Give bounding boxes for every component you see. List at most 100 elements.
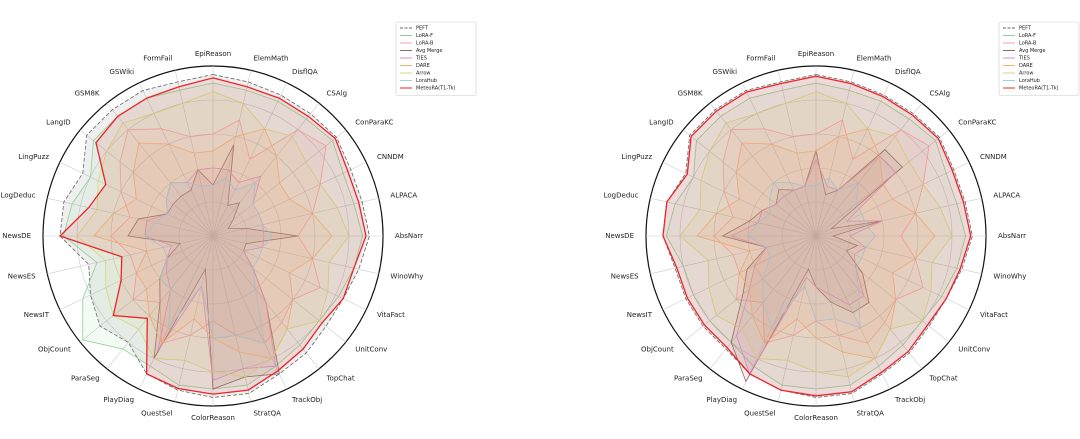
category-label: CNNDM	[377, 153, 404, 161]
category-label: CSAlg	[929, 90, 950, 98]
spoke	[138, 235, 214, 390]
series-area	[59, 74, 370, 398]
category-label: ParaSeg	[71, 374, 100, 382]
category-label: EpiReason	[798, 50, 834, 58]
category-label: ObjCount	[38, 345, 71, 353]
category-label: UnitConv	[355, 345, 387, 353]
series-area	[110, 119, 327, 344]
category-label: TrackObj	[291, 396, 322, 404]
spoke	[79, 129, 214, 237]
legend-label: MeteoRA(T1-Tk)	[1019, 86, 1059, 92]
category-label: FormFail	[746, 55, 775, 63]
category-label: TopChat	[325, 374, 354, 382]
legend-label: Avg Merge	[416, 48, 442, 54]
spoke	[815, 197, 982, 237]
category-label: CNNDM	[980, 153, 1007, 161]
legend-label: DARE	[416, 63, 430, 69]
spoke	[709, 102, 817, 237]
spoke	[106, 102, 214, 237]
category-label: StratQA	[856, 409, 884, 417]
radar-chart: EpiReason ElemMath DisflQA CSAlg ConParaKC CN…	[604, 50, 1027, 422]
category-label: QuestSel	[744, 409, 775, 417]
spoke	[212, 235, 288, 390]
category-label: ParaSeg	[674, 374, 703, 382]
category-label: ElemMath	[856, 55, 891, 63]
series-area	[127, 144, 299, 390]
category-label: NewsIT	[627, 311, 653, 319]
series-area	[662, 74, 973, 398]
spoke	[212, 235, 379, 275]
category-label: NewsES	[8, 272, 36, 280]
series-area	[729, 155, 897, 375]
spoke	[682, 129, 817, 237]
spoke	[815, 235, 950, 343]
spoke	[212, 70, 252, 237]
category-label: ColorReason	[191, 414, 235, 422]
category-label: NewsDE	[2, 232, 31, 240]
series-area	[144, 177, 274, 344]
category-label: GSM8K	[678, 90, 703, 98]
legend-box	[395, 21, 477, 96]
legend-label: LoRA-F	[416, 33, 433, 39]
legend-label: LoRA-B	[1019, 41, 1037, 47]
category-label: ObjCount	[641, 345, 674, 353]
category-label: TopChat	[928, 374, 957, 382]
category-label: ConParaKC	[958, 119, 996, 127]
legend-label: PEFT	[416, 26, 429, 32]
category-label: ALPACA	[390, 192, 417, 200]
category-label: FormFail	[143, 55, 172, 63]
series-area	[679, 91, 953, 378]
category-label: DisflQA	[895, 68, 921, 76]
category-label: LingPuzz	[18, 153, 49, 161]
legend-label: Arrow	[1019, 71, 1033, 77]
category-label: DisflQA	[292, 68, 318, 76]
category-label: NewsDE	[605, 232, 634, 240]
legend-label: TIES	[415, 56, 427, 62]
legend-label: LoraHub	[1019, 78, 1040, 84]
legend-label: TIES	[1018, 56, 1030, 62]
legend-label: LoraHub	[416, 78, 437, 84]
category-label: AbsNarr	[395, 232, 423, 240]
series-area	[662, 75, 972, 397]
category-label: CSAlg	[326, 90, 347, 98]
legend-label: DARE	[1019, 63, 1033, 69]
category-label: GSM8K	[75, 90, 100, 98]
category-label: NewsES	[611, 272, 639, 280]
category-label: ElemMath	[253, 55, 288, 63]
category-label: GSWiki	[109, 68, 134, 76]
category-label: ALPACA	[993, 192, 1020, 200]
legend-label: PEFT	[1019, 26, 1032, 32]
category-label: VitaFact	[377, 311, 405, 319]
spoke	[741, 235, 817, 390]
series-area	[58, 77, 367, 395]
category-label: WinoWhy	[993, 272, 1026, 280]
category-label: PlayDiag	[706, 396, 737, 404]
spoke	[741, 82, 817, 237]
category-label: PlayDiag	[103, 396, 134, 404]
legend-box	[998, 21, 1080, 96]
series-area	[747, 177, 877, 329]
legend-label: LoRA-F	[1019, 33, 1036, 39]
category-label: ConParaKC	[355, 119, 393, 127]
category-label: AbsNarr	[998, 232, 1026, 240]
category-label: StratQA	[253, 409, 281, 417]
spoke	[212, 235, 347, 343]
category-label: EpiReason	[195, 50, 231, 58]
category-label: TrackObj	[894, 396, 925, 404]
spoke	[212, 235, 252, 402]
spoke	[815, 102, 923, 237]
category-label: LingPuzz	[621, 153, 652, 161]
series-area	[696, 128, 936, 359]
legend-label: MeteoRA(T1-Tk)	[416, 86, 456, 92]
series-area	[665, 82, 967, 390]
category-label: WinoWhy	[390, 272, 423, 280]
category-label: ColorReason	[794, 414, 838, 422]
spoke	[212, 197, 379, 237]
legend-label: Avg Merge	[1019, 48, 1045, 54]
category-label: LangID	[46, 119, 71, 127]
category-label: LogDeduc	[604, 192, 639, 200]
legend-label: Arrow	[416, 71, 430, 77]
